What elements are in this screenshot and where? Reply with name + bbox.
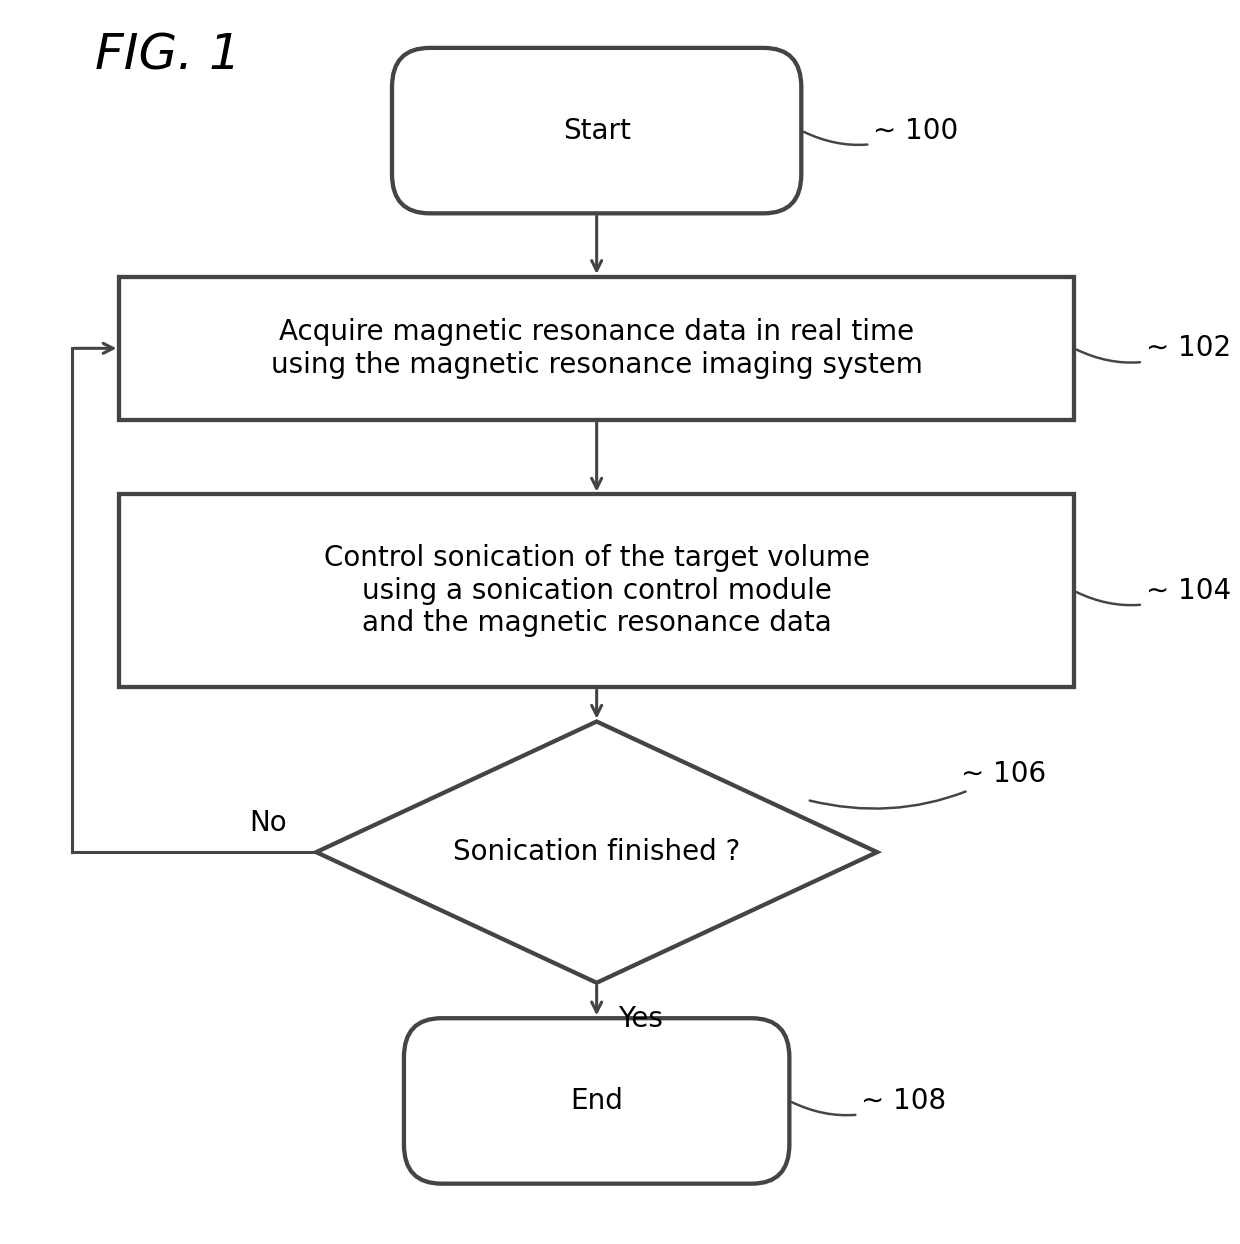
Text: ∼ 106: ∼ 106 [810,760,1045,809]
Text: ∼ 104: ∼ 104 [1076,577,1231,605]
Text: Control sonication of the target volume
using a sonication control module
and th: Control sonication of the target volume … [324,545,869,637]
Text: Start: Start [563,117,631,144]
FancyBboxPatch shape [392,47,801,214]
Text: Acquire magnetic resonance data in real time
using the magnetic resonance imagin: Acquire magnetic resonance data in real … [270,318,923,378]
Text: ∼ 100: ∼ 100 [804,117,959,144]
Text: FIG. 1: FIG. 1 [95,31,242,80]
Text: End: End [570,1087,622,1115]
FancyBboxPatch shape [119,494,1074,687]
FancyBboxPatch shape [404,1018,790,1184]
Text: ∼ 108: ∼ 108 [792,1087,946,1115]
Text: No: No [249,809,286,837]
Text: Yes: Yes [618,1005,663,1034]
FancyBboxPatch shape [119,277,1074,420]
Text: Sonication finished ?: Sonication finished ? [453,838,740,866]
Text: ∼ 102: ∼ 102 [1076,335,1231,362]
Polygon shape [316,722,877,983]
